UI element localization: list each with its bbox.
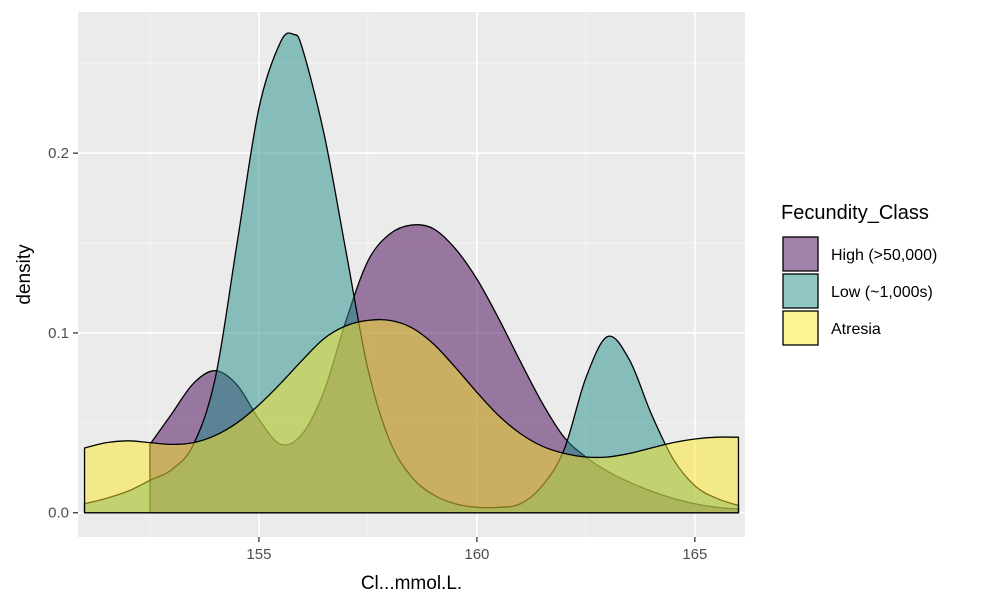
y-tick-label: 0.1	[48, 325, 69, 342]
y-tick-label: 0.2	[48, 145, 69, 162]
legend: Fecundity_Class High (>50,000) Low (~1,00…	[781, 202, 937, 346]
x-tick-label: 160	[464, 546, 489, 563]
legend-items: High (>50,000) Low (~1,000s) Atresia	[782, 236, 937, 346]
legend-title: Fecundity_Class	[781, 202, 929, 224]
density-areas	[83, 32, 740, 514]
legend-key	[782, 273, 819, 309]
y-tick-label: 0.0	[48, 505, 69, 522]
y-axis-title: density	[14, 244, 35, 305]
legend-label: Low (~1,000s)	[831, 284, 933, 301]
x-tick-label: 165	[682, 546, 707, 563]
x-tick-label: 155	[246, 546, 271, 563]
density-area-3	[83, 318, 740, 514]
legend-key	[782, 236, 819, 272]
x-axis: 155 160 165	[246, 537, 707, 563]
y-axis: 0.0 0.1 0.2	[48, 145, 78, 522]
legend-label: Atresia	[831, 321, 881, 338]
legend-key	[782, 310, 819, 346]
legend-label: High (>50,000)	[831, 247, 937, 264]
x-axis-title: Cl...mmol.L.	[361, 573, 462, 594]
